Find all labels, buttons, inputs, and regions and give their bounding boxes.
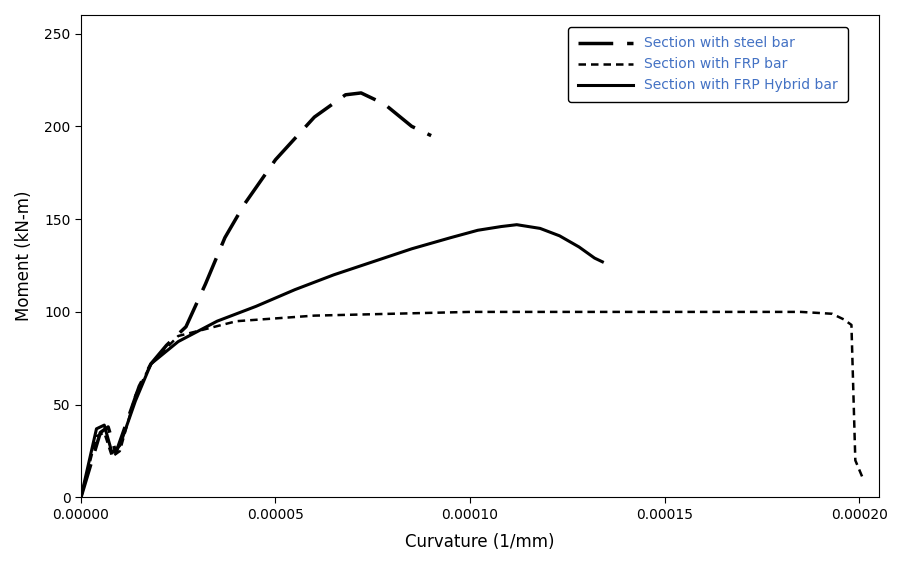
Line: Section with FRP Hybrid bar: Section with FRP Hybrid bar [81,225,603,498]
Section with FRP bar [464,308,475,315]
Legend: Section with steel bar, Section with FRP bar, Section with FRP Hybrid bar: Section with steel bar, Section with FRP… [568,27,848,102]
Section with FRP bar [231,318,242,324]
Section with FRP bar [386,310,397,317]
Section with steel bar [122,416,133,423]
Section with FRP Hybrid bar [146,361,157,367]
Section with FRP bar [850,457,861,464]
Section with FRP Hybrid bar [173,338,184,345]
Section with steel bar [146,361,157,367]
Section with FRP Hybrid bar [251,303,262,310]
Section with FRP bar [838,316,849,323]
Section with FRP Hybrid bar [99,422,110,428]
Section with FRP bar [75,494,86,501]
Section with FRP Hybrid bar [91,426,102,432]
Section with FRP Hybrid bar [130,397,141,404]
Section with FRP bar [698,308,709,315]
Section with steel bar [134,383,145,389]
Section with FRP Hybrid bar [535,225,546,232]
Section with FRP Hybrid bar [212,318,223,324]
Section with FRP bar [130,392,141,399]
Section with FRP bar [114,448,125,454]
Section with FRP bar [107,453,118,460]
Section with steel bar [200,281,211,288]
Section with FRP Hybrid bar [367,259,378,265]
Section with steel bar [219,234,230,241]
Section with FRP Hybrid bar [75,494,86,501]
Section with steel bar [270,156,281,163]
Section with steel bar [75,494,86,501]
Section with FRP bar [173,333,184,340]
Section with FRP Hybrid bar [597,259,608,265]
Section with steel bar [356,89,367,96]
Section with steel bar [406,123,417,130]
Section with FRP Hybrid bar [290,286,300,293]
Section with FRP Hybrid bar [472,227,483,234]
Section with FRP bar [309,312,319,319]
Section with FRP bar [858,475,869,482]
Section with FRP bar [581,308,592,315]
Section with FRP bar [99,429,110,436]
Section with FRP Hybrid bar [114,442,125,449]
Section with FRP bar [846,321,857,328]
Section with steel bar [425,132,436,139]
Section with steel bar [340,91,351,98]
Section with steel bar [102,423,113,430]
Section with FRP Hybrid bar [406,246,417,252]
Section with FRP Hybrid bar [574,243,585,250]
Section with FRP bar [146,361,157,367]
Section with FRP Hybrid bar [496,223,507,230]
Section with FRP bar [795,308,806,315]
Section with steel bar [110,449,121,456]
Line: Section with steel bar: Section with steel bar [81,93,431,498]
Section with steel bar [161,342,172,349]
Section with FRP Hybrid bar [329,271,339,278]
Section with FRP bar [826,310,837,317]
X-axis label: Curvature (1/mm): Curvature (1/mm) [405,533,555,551]
Line: Section with FRP bar: Section with FRP bar [81,312,863,498]
Section with steel bar [239,201,250,208]
Section with steel bar [309,114,319,121]
Section with FRP Hybrid bar [554,233,565,239]
Section with FRP Hybrid bar [589,255,600,261]
Section with FRP Hybrid bar [511,221,522,228]
Y-axis label: Moment (kN-m): Moment (kN-m) [15,191,33,321]
Section with FRP bar [91,433,102,440]
Section with steel bar [379,101,390,108]
Section with FRP Hybrid bar [445,234,456,241]
Section with FRP Hybrid bar [107,449,118,456]
Section with steel bar [180,323,191,330]
Section with steel bar [95,429,106,436]
